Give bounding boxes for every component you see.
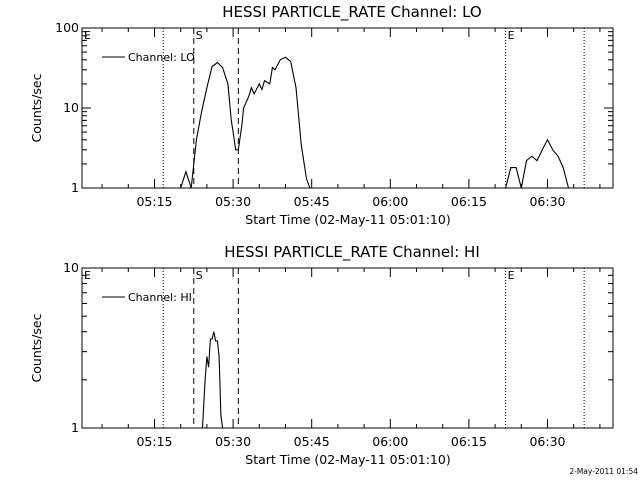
x-tick-label-lo: 06:00: [372, 194, 408, 209]
date-stamp: 2-May-2011 01:54: [569, 467, 638, 476]
x-tick-label-lo: 06:30: [529, 194, 565, 209]
x-tick-label-lo: 05:30: [215, 194, 251, 209]
x-tick-label-hi: 05:30: [215, 434, 251, 449]
x-tick-label-hi: 06:30: [529, 434, 565, 449]
legend-label-lo: Channel: LO: [128, 51, 195, 64]
chart-title-hi: HESSI PARTICLE_RATE Channel: HI: [224, 243, 480, 262]
x-tick-label-lo: 05:15: [136, 194, 172, 209]
x-axis-label-hi: Start Time (02-May-11 05:01:10): [245, 452, 450, 467]
plot-frame-hi: [81, 267, 614, 429]
series-line-lo: [180, 56, 570, 189]
chart-title-lo: HESSI PARTICLE_RATE Channel: LO: [222, 3, 481, 22]
marker-label-hi: E: [84, 269, 91, 282]
x-tick-label-hi: 06:15: [451, 434, 487, 449]
x-tick-label-hi: 06:00: [372, 434, 408, 449]
x-tick-label-lo: 05:45: [294, 194, 330, 209]
legend-label-hi: Channel: HI: [128, 291, 192, 304]
marker-label-lo: E: [508, 29, 515, 42]
y-tick-label-lo: 1: [71, 180, 79, 195]
y-tick-label-hi: 1: [71, 420, 79, 435]
y-axis-label-lo: Counts/sec: [29, 73, 44, 142]
marker-label-hi: S: [196, 269, 203, 282]
y-tick-label-hi: 10: [63, 260, 79, 275]
panel-channel-hi: HESSI PARTICLE_RATE Channel: HI Counts/s…: [29, 243, 614, 467]
x-tick-label-hi: 05:45: [294, 434, 330, 449]
marker-label-lo: E: [84, 29, 91, 42]
y-tick-label-lo: 100: [55, 20, 79, 35]
panel-channel-lo: HESSI PARTICLE_RATE Channel: LO Counts/s…: [29, 3, 614, 227]
x-tick-label-hi: 05:15: [136, 434, 172, 449]
marker-label-lo: S: [196, 29, 203, 42]
marker-label-hi: E: [508, 269, 515, 282]
x-tick-label-lo: 06:15: [451, 194, 487, 209]
y-axis-label-hi: Counts/sec: [29, 313, 44, 382]
series-line-hi: [201, 331, 224, 429]
y-tick-label-lo: 10: [63, 100, 79, 115]
x-axis-label-lo: Start Time (02-May-11 05:01:10): [245, 212, 450, 227]
